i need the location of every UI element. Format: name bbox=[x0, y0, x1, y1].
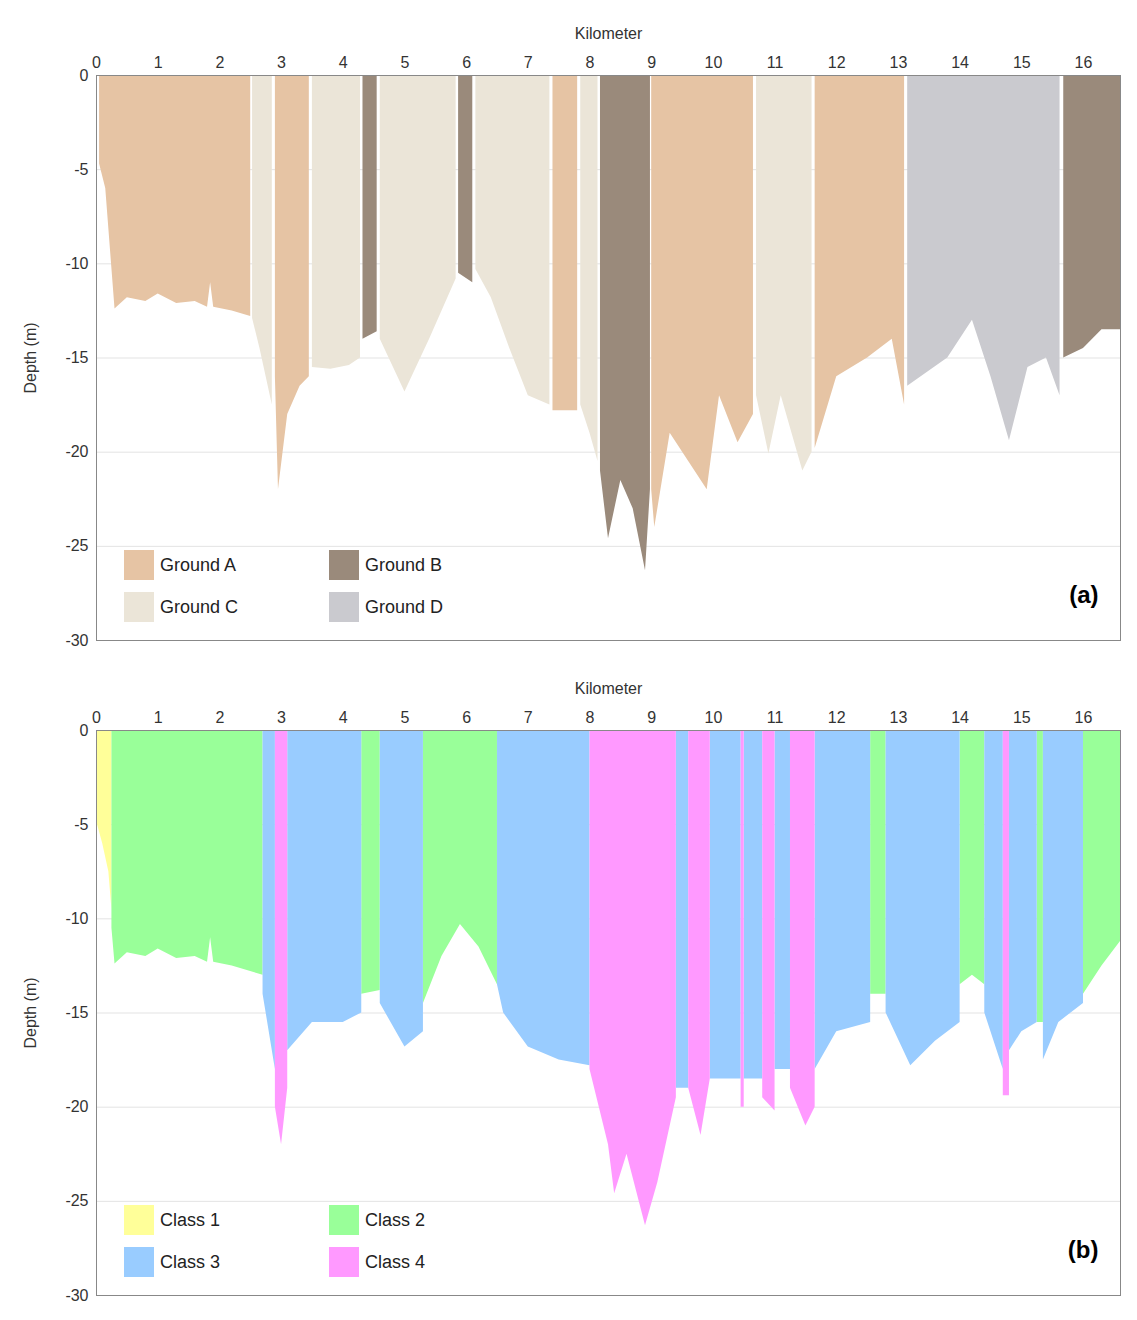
html-text:Class 2: Class 2 bbox=[365, 1209, 425, 1230]
svg-text:-5: -5 bbox=[74, 816, 88, 833]
svg-text:0: 0 bbox=[80, 67, 89, 84]
svg-text:8: 8 bbox=[586, 54, 595, 71]
svg-text:0: 0 bbox=[92, 54, 101, 71]
svg-text:10: 10 bbox=[704, 54, 722, 71]
svg-text:16: 16 bbox=[1075, 709, 1093, 726]
svg-text:4: 4 bbox=[339, 709, 348, 726]
html-text:Class 1: Class 1 bbox=[160, 1209, 220, 1230]
svg-text:Kilometer: Kilometer bbox=[575, 25, 643, 42]
svg-text:15: 15 bbox=[1013, 54, 1031, 71]
svg-text:-30: -30 bbox=[65, 632, 88, 649]
svg-text:14: 14 bbox=[951, 709, 969, 726]
svg-text:3: 3 bbox=[277, 54, 286, 71]
svg-text:-15: -15 bbox=[65, 349, 88, 366]
svg-text:12: 12 bbox=[828, 54, 846, 71]
svg-text:11: 11 bbox=[767, 709, 784, 726]
svg-text:1: 1 bbox=[154, 54, 163, 71]
html-text:Ground D: Ground D bbox=[365, 596, 443, 617]
svg-text:Depth (m): Depth (m) bbox=[22, 977, 39, 1048]
svg-text:10: 10 bbox=[704, 709, 722, 726]
svg-text:-20: -20 bbox=[65, 1098, 88, 1115]
html-text:Ground B: Ground B bbox=[365, 554, 442, 575]
svg-text:6: 6 bbox=[462, 54, 471, 71]
html-text:Class 3: Class 3 bbox=[160, 1251, 220, 1272]
svg-text:3: 3 bbox=[277, 709, 286, 726]
svg-text:11: 11 bbox=[767, 54, 784, 71]
svg-text:Kilometer: Kilometer bbox=[575, 680, 643, 697]
svg-text:15: 15 bbox=[1013, 709, 1031, 726]
svg-text:2: 2 bbox=[215, 54, 224, 71]
svg-text:9: 9 bbox=[647, 54, 656, 71]
svg-text:2: 2 bbox=[215, 709, 224, 726]
svg-text:-10: -10 bbox=[65, 255, 88, 272]
svg-text:5: 5 bbox=[400, 709, 409, 726]
html-text:Ground C: Ground C bbox=[160, 596, 238, 617]
svg-text:7: 7 bbox=[524, 54, 533, 71]
svg-text:-10: -10 bbox=[65, 910, 88, 927]
svg-text:14: 14 bbox=[951, 54, 969, 71]
svg-text:(b): (b) bbox=[1068, 1236, 1099, 1263]
svg-text:0: 0 bbox=[80, 722, 89, 739]
svg-text:16: 16 bbox=[1075, 54, 1093, 71]
svg-text:12: 12 bbox=[828, 709, 846, 726]
svg-text:-25: -25 bbox=[65, 537, 88, 554]
svg-text:4: 4 bbox=[339, 54, 348, 71]
svg-text:-5: -5 bbox=[74, 161, 88, 178]
svg-text:-25: -25 bbox=[65, 1192, 88, 1209]
svg-text:-15: -15 bbox=[65, 1004, 88, 1021]
svg-text:8: 8 bbox=[586, 709, 595, 726]
svg-text:Depth (m): Depth (m) bbox=[22, 322, 39, 393]
html-text:Ground A: Ground A bbox=[160, 554, 237, 575]
svg-text:13: 13 bbox=[890, 54, 908, 71]
svg-text:9: 9 bbox=[647, 709, 656, 726]
svg-text:0: 0 bbox=[92, 709, 101, 726]
html-text:Class 4: Class 4 bbox=[365, 1251, 425, 1272]
svg-text:(a): (a) bbox=[1069, 581, 1098, 608]
svg-text:13: 13 bbox=[890, 709, 908, 726]
svg-text:-20: -20 bbox=[65, 443, 88, 460]
svg-text:7: 7 bbox=[524, 709, 533, 726]
svg-text:1: 1 bbox=[154, 709, 163, 726]
svg-text:6: 6 bbox=[462, 709, 471, 726]
svg-text:5: 5 bbox=[400, 54, 409, 71]
svg-text:-30: -30 bbox=[65, 1287, 88, 1304]
